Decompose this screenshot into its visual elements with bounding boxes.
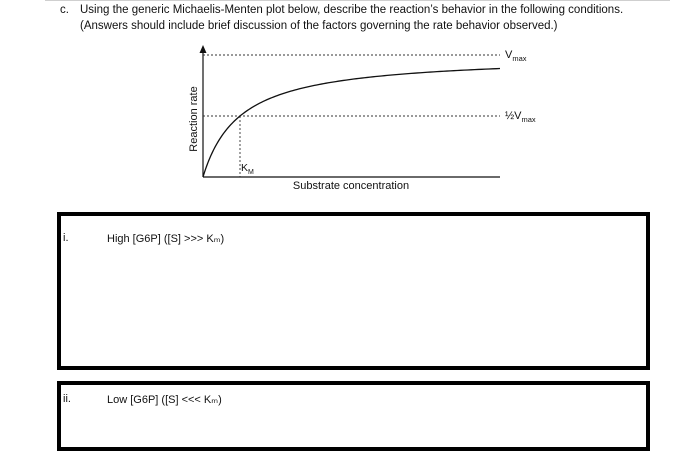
item-ii-numeral: ii.: [63, 393, 71, 405]
half-vmax-label: ½Vmax: [505, 110, 536, 124]
michaelis-menten-curve: [202, 67, 501, 178]
question-text-line-2: (Answers should include brief discussion…: [80, 20, 558, 32]
y-axis-label: Reaction rate: [188, 86, 200, 151]
km-label: KM: [241, 162, 254, 176]
question-marker: c.: [60, 4, 69, 16]
item-i-numeral: i.: [63, 232, 69, 244]
vmax-label: Vmax: [505, 49, 527, 63]
question-text-line-1: Using the generic Michaelis-Menten plot …: [80, 4, 624, 16]
y-axis-arrow-icon: [199, 45, 207, 53]
x-axis-label: Substrate concentration: [293, 180, 409, 192]
item-i-label: High [G6P] ([S] >>> Kₘ): [107, 233, 225, 245]
item-ii-label: Low [G6P] ([S] <<< Kₘ): [107, 394, 222, 406]
top-rule: [45, 0, 670, 1]
michaelis-menten-plot: Vmax ½Vmax KM Substrate concentration Re…: [188, 45, 536, 192]
answer-box-i[interactable]: [57, 212, 650, 370]
answer-box-ii[interactable]: [57, 381, 650, 451]
